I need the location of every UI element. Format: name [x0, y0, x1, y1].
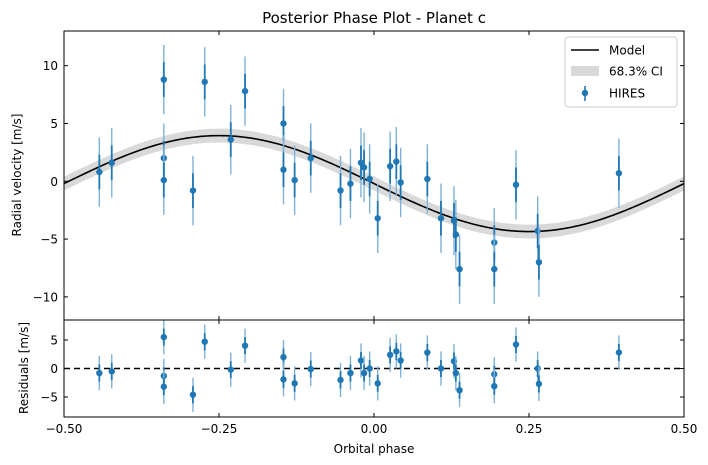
main-ytick-label: 0 — [50, 175, 58, 189]
rv-data-point — [280, 120, 287, 127]
residual-data-point — [280, 376, 287, 383]
residual-data-point — [280, 353, 287, 361]
rv-data-point — [424, 175, 431, 183]
model-line — [64, 134, 684, 233]
residual-data-point — [615, 349, 623, 356]
residual-data-point — [437, 365, 445, 372]
legend: Model 68.3% CI HIRES — [564, 36, 678, 108]
rv-data-point — [535, 259, 543, 266]
residual-data-point — [241, 342, 249, 349]
legend-ci-label: 68.3% CI — [609, 65, 663, 79]
residual-data-point — [347, 369, 354, 377]
rv-data-point — [160, 176, 168, 184]
main-ytick-label: 5 — [50, 117, 58, 131]
xtick-label: 0.00 — [361, 422, 388, 436]
residual-data-point — [386, 351, 394, 359]
rv-data-point — [201, 78, 208, 86]
residual-data-point — [424, 349, 431, 356]
rv-data-point — [280, 166, 287, 173]
rv-data-point — [189, 187, 197, 194]
rv-data-point — [491, 265, 498, 273]
rv-data-point — [437, 215, 445, 222]
rv-data-point — [512, 181, 520, 188]
rv-data-point — [366, 175, 373, 183]
main-ytick-label: 10 — [43, 59, 58, 73]
legend-hires-label: HIRES — [609, 87, 645, 101]
main-y-axis-label: Radial velocity [m/s] — [10, 114, 24, 237]
main-ytick-label: −5 — [40, 233, 58, 247]
residual-data-point — [456, 386, 463, 394]
residual-data-point — [160, 333, 168, 341]
residuals-ytick-label: 0 — [50, 362, 58, 376]
xtick-label: 0.50 — [671, 422, 698, 436]
rv-data-point — [360, 164, 368, 171]
residuals-y-axis-label: Residuals [m/s] — [17, 322, 31, 414]
residual-data-point — [189, 391, 197, 398]
residual-data-point — [291, 380, 298, 387]
residual-data-point — [491, 382, 498, 390]
rv-data-point — [386, 163, 394, 170]
xtick-label: −0.25 — [201, 422, 238, 436]
legend-box — [564, 36, 678, 108]
residual-data-point — [360, 369, 368, 377]
residual-data-point — [397, 357, 404, 364]
residual-data-point — [512, 341, 520, 348]
xtick-label: −0.50 — [46, 422, 83, 436]
rv-data-point — [374, 215, 381, 222]
residual-data-point — [535, 380, 543, 388]
legend-ci-patch — [571, 66, 599, 76]
rv-data-point — [534, 227, 541, 235]
rv-data-point — [452, 231, 460, 238]
residual-data-point — [307, 365, 314, 373]
rv-data-point — [397, 179, 404, 186]
xtick-label: 0.25 — [516, 422, 543, 436]
rv-data-point — [307, 154, 314, 162]
rv-data-point — [357, 159, 365, 166]
rv-data-point — [96, 168, 103, 176]
rv-data-point — [241, 87, 249, 95]
residual-data-point — [357, 357, 365, 364]
residual-data-point — [108, 368, 115, 375]
residual-data-point — [96, 369, 103, 377]
rv-data-point — [615, 169, 623, 177]
residual-data-point — [227, 366, 234, 373]
residual-data-point — [160, 383, 168, 390]
residual-data-point — [534, 365, 541, 372]
rv-data-point — [160, 76, 168, 83]
rv-data-point — [108, 159, 115, 166]
residual-data-point — [393, 348, 400, 355]
legend-model-label: Model — [609, 44, 645, 58]
residual-data-point — [374, 380, 381, 387]
rv-data-point — [347, 180, 354, 187]
residual-data-point — [366, 365, 373, 372]
residual-data-point — [201, 338, 208, 345]
x-axis-label: Orbital phase — [334, 442, 415, 456]
residuals-ytick-label: 5 — [50, 333, 58, 347]
rv-data-point — [456, 265, 463, 273]
legend-hires-marker — [581, 89, 589, 97]
residuals-panel: 5 0 −5 −0.50 −0.25 0.00 0.25 0.50 — [40, 319, 698, 436]
rv-data-point — [337, 187, 344, 194]
residual-data-point — [337, 376, 344, 384]
rv-data-point — [393, 158, 400, 165]
rv-data-point — [227, 136, 234, 143]
rv-data-point — [291, 176, 298, 184]
main-ytick-label: −10 — [33, 290, 58, 304]
residual-data-point — [452, 369, 460, 377]
residuals-ytick-label: −5 — [40, 391, 58, 405]
chart-title: Posterior Phase Plot - Planet c — [262, 9, 486, 27]
